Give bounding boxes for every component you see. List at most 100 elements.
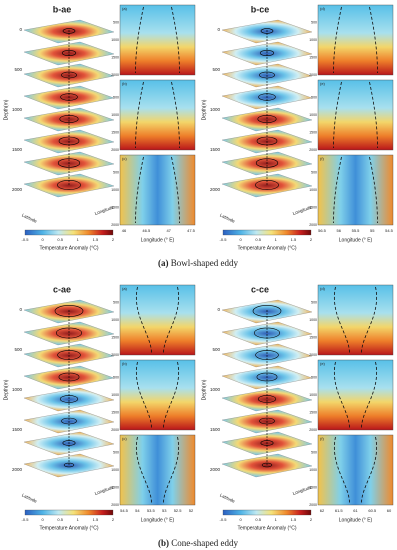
- colorbar: [222, 509, 312, 516]
- section-depth-tick: 2000: [309, 148, 317, 152]
- colorbar-tick: 2: [112, 237, 115, 242]
- eddy-boundary: [333, 81, 342, 149]
- section-depth-tick: 1500: [111, 55, 119, 59]
- section-depth-tick: 500: [311, 450, 317, 454]
- depth-label: Depth(m): [201, 99, 207, 120]
- longitude-tick: 61.5: [335, 508, 344, 513]
- colorbar-tick: 1.5: [93, 237, 99, 242]
- depth-tick: 2000: [210, 187, 221, 192]
- section-letter: (a): [122, 286, 128, 291]
- eddy-boundary: [369, 156, 378, 224]
- section-depth-tick: 1500: [309, 485, 317, 489]
- section-x-label: Longitude (° E): [141, 517, 175, 523]
- section-letter: (b): [122, 361, 128, 366]
- colorbar-label: Temperature Anomaly (°C): [40, 525, 99, 531]
- section-panel: [317, 434, 394, 506]
- section-x-label: Longitude (° E): [339, 237, 373, 243]
- longitude-tick: 47: [166, 228, 171, 233]
- section-panel: [119, 4, 196, 76]
- colorbar-tick: 1: [77, 237, 80, 242]
- depth-tick: 1000: [210, 107, 221, 112]
- colorbar-tick: 0: [239, 517, 242, 522]
- colorbar-tick: -0.5: [220, 517, 228, 522]
- stack-title: c-ae: [53, 284, 71, 294]
- depth-layer: [221, 173, 313, 198]
- eddy-boundary: [333, 156, 342, 224]
- section-depth-tick: 500: [113, 375, 119, 379]
- section-depth-tick: 500: [113, 20, 119, 24]
- depth-tick: 500: [14, 347, 22, 352]
- section-letter: (e): [320, 81, 326, 86]
- section-depth-tick: 500: [311, 170, 317, 174]
- section-panel: [317, 4, 394, 76]
- stack-title: b-ce: [251, 4, 270, 14]
- section-depth-tick: 500: [311, 20, 317, 24]
- eddy-contour: [58, 372, 80, 382]
- depth-tick: 1000: [210, 387, 221, 392]
- longitude-tick: 56.5: [318, 228, 327, 233]
- longitude-tick: 46: [122, 228, 127, 233]
- longitude-tick: 60.5: [368, 508, 377, 513]
- depth-label: Depth(m): [201, 379, 207, 400]
- section-panel: [119, 284, 196, 356]
- depth-tick: 500: [212, 347, 220, 352]
- eddy-boundary: [334, 361, 350, 429]
- section-depth-tick: 1500: [111, 205, 119, 209]
- section-letter: (f): [320, 436, 324, 441]
- section-depth-tick: 1000: [111, 393, 119, 397]
- section-letter: (f): [320, 156, 324, 161]
- longitude-tick: 52.5: [174, 508, 183, 513]
- depth-tick: 1500: [12, 147, 23, 152]
- longitude-label: Longitude: [94, 484, 115, 496]
- caption-text: Bowl-shaped eddy: [171, 258, 239, 268]
- longitude-tick: 53.5: [147, 508, 156, 513]
- section-depth-tick: 1000: [309, 393, 317, 397]
- depth-layer: [221, 453, 313, 478]
- longitude-tick: 53: [162, 508, 167, 513]
- latitude-label: Latitude: [219, 492, 236, 504]
- eddy-boundary: [163, 361, 179, 429]
- section-depth-tick: 2000: [309, 428, 317, 432]
- colorbar-tick: 2: [310, 517, 313, 522]
- section-letter: (a): [122, 6, 128, 11]
- latitude-label: Latitude: [21, 212, 38, 224]
- section-depth-tick: 1000: [111, 113, 119, 117]
- depth-tick: 0: [19, 307, 22, 312]
- depth-tick: 1500: [12, 427, 23, 432]
- depth-layer: [23, 173, 115, 198]
- section-letter: (c): [122, 436, 127, 441]
- section-depth-tick: 500: [113, 300, 119, 304]
- eddy-boundary: [333, 6, 342, 74]
- section-depth-tick: 1500: [309, 205, 317, 209]
- section-depth-tick: 500: [113, 450, 119, 454]
- eddy-boundary: [369, 6, 378, 74]
- section-panel: [119, 434, 196, 506]
- eddy-boundary: [171, 6, 180, 74]
- longitude-tick: 54: [135, 508, 140, 513]
- section-depth-tick: 2000: [309, 353, 317, 357]
- latitude-label: Latitude: [21, 492, 38, 504]
- colorbar-tick: 1.5: [93, 517, 99, 522]
- colorbar-tick: -0.5: [22, 237, 30, 242]
- section-depth-tick: 2000: [309, 73, 317, 77]
- depth-layer: [23, 387, 115, 412]
- depth-layer: [221, 41, 313, 66]
- longitude-tick: 56: [337, 228, 342, 233]
- section-depth-tick: 1000: [309, 318, 317, 322]
- depth-layer: [23, 41, 115, 66]
- depth-tick: 1000: [12, 107, 23, 112]
- colorbar-tick: 0: [41, 237, 44, 242]
- depth-tick: 1000: [12, 387, 23, 392]
- colorbar-label: Temperature Anomaly (°C): [238, 525, 297, 531]
- eddy-boundary: [136, 286, 152, 354]
- depth-layer: [23, 453, 115, 478]
- eddy-boundary: [135, 81, 144, 149]
- section-letter: (d): [320, 286, 326, 291]
- eddy-boundary: [136, 436, 152, 504]
- section-letter: (d): [320, 6, 326, 11]
- section-x-label: Longitude (° E): [141, 237, 175, 243]
- section-depth-tick: 2000: [309, 223, 317, 227]
- depth-layer: [221, 387, 313, 412]
- colorbar-tick: 0.5: [57, 517, 63, 522]
- longitude-tick: 52: [189, 508, 194, 513]
